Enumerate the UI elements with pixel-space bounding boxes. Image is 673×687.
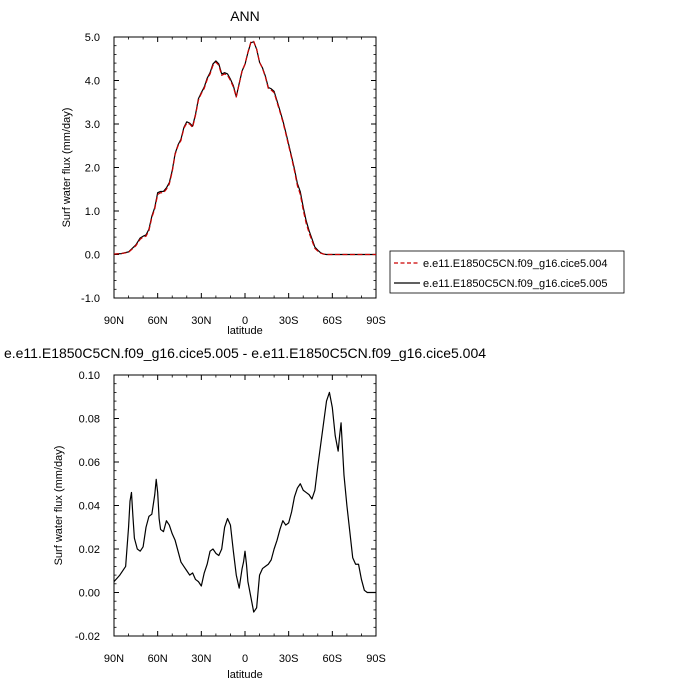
series-line-e-e11-e1850c5cn-f09-g16-cice5-005: [113, 41, 376, 256]
x-tick-label: 60N: [148, 315, 168, 327]
top-y-axis-label: Surf water flux (mm/day): [61, 108, 73, 228]
x-tick-label: 60S: [323, 653, 343, 665]
legend-label-005: e.e11.E1850C5CN.f09_g16.cice5.005: [423, 278, 608, 290]
x-tick-label: 0: [242, 315, 248, 327]
y-tick-label: 0.04: [79, 501, 100, 513]
top-y-tick-labels: -1.0 0.0 1.0 2.0 3.0 4.0 5.0: [81, 32, 100, 305]
series-line-difference: [113, 391, 376, 613]
y-tick-label: 0.08: [79, 414, 100, 426]
top-plot-frame: [113, 36, 377, 299]
x-tick-label: 90S: [366, 653, 386, 665]
x-tick-label: 60N: [148, 653, 168, 665]
bottom-y-tick-labels: -0.02 0.00 0.02 0.04 0.06 0.08 0.10: [75, 370, 100, 643]
bottom-x-tick-labels: 90N 60N 30N 0 30S 60S 90S: [104, 653, 386, 665]
y-tick-label: 0.10: [79, 370, 100, 382]
bottom-axis-ticks: [113, 374, 377, 637]
x-tick-label: 30S: [279, 653, 299, 665]
y-tick-label: 5.0: [85, 32, 100, 44]
bottom-chart-title: e.e11.E1850C5CN.f09_g16.cice5.005 - e.e1…: [4, 345, 486, 361]
y-tick-label: 0.02: [79, 544, 100, 556]
series-line-e-e11-e1850c5cn-f09-g16-cice5-004: [113, 40, 376, 256]
x-tick-label: 90S: [366, 315, 386, 327]
top-chart-title: ANN: [230, 8, 260, 24]
y-tick-label: -1.0: [81, 293, 100, 305]
x-tick-label: 30N: [191, 653, 211, 665]
x-tick-label: 60S: [323, 315, 343, 327]
top-x-tick-labels: 90N 60N 30N 0 30S 60S 90S: [104, 315, 386, 327]
y-tick-label: 0.0: [85, 250, 100, 262]
x-tick-label: 0: [242, 653, 248, 665]
panel-top: ANN -1.0 0.0 1.0 2.0 3.0 4.0 5.0 90N 60N 30N 0 30S…: [61, 8, 625, 337]
y-tick-label: 3.0: [85, 119, 100, 131]
bottom-y-axis-label: Surf water flux (mm/day): [53, 446, 65, 566]
y-tick-label: 2.0: [85, 163, 100, 175]
legend-label-004: e.e11.E1850C5CN.f09_g16.cice5.004: [423, 258, 608, 270]
y-tick-label: 4.0: [85, 76, 100, 88]
top-axis-ticks: [113, 36, 377, 299]
bottom-series-group: [113, 391, 376, 613]
y-tick-label: -0.02: [75, 631, 100, 643]
y-tick-label: 1.0: [85, 206, 100, 218]
x-tick-label: 30N: [191, 315, 211, 327]
panel-bottom: e.e11.E1850C5CN.f09_g16.cice5.005 - e.e1…: [4, 345, 486, 681]
top-series-group: [113, 40, 376, 256]
legend: e.e11.E1850C5CN.f09_g16.cice5.004 e.e11.…: [389, 250, 625, 294]
legend-box: [389, 250, 625, 294]
x-tick-label: 90N: [104, 315, 124, 327]
x-tick-label: 30S: [279, 315, 299, 327]
bottom-x-axis-label: latitude: [227, 669, 262, 681]
y-tick-label: 0.06: [79, 457, 100, 469]
top-x-axis-label: latitude: [227, 325, 262, 337]
y-tick-label: 0.00: [79, 588, 100, 600]
x-tick-label: 90N: [104, 653, 124, 665]
